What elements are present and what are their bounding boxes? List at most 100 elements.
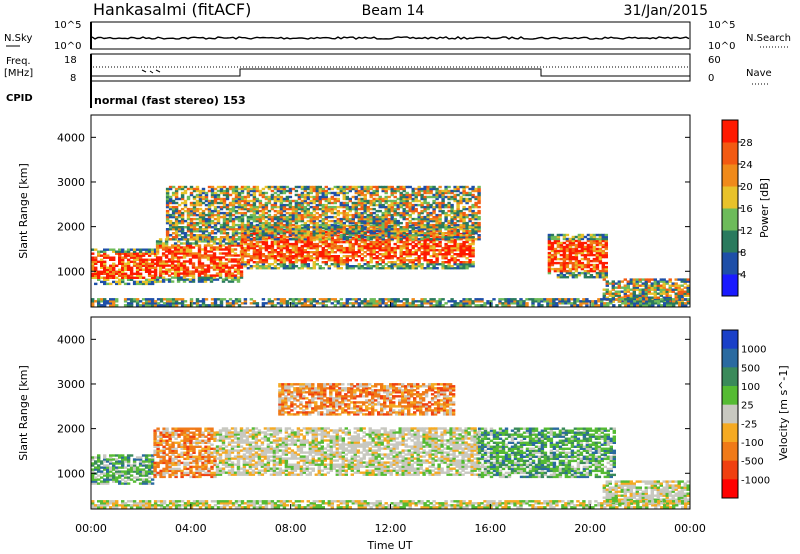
power-cell (453, 193, 457, 197)
power-cell (571, 265, 576, 269)
power-cell (399, 197, 403, 201)
power-cell (273, 304, 278, 307)
power-cell (450, 238, 454, 241)
power-cell (227, 266, 232, 269)
power-cell (342, 211, 346, 215)
power-cell (547, 247, 552, 251)
power-cell (559, 271, 564, 275)
power-cell (279, 304, 284, 307)
power-cell (216, 189, 221, 193)
power-cell (273, 257, 278, 260)
power-cell (372, 191, 376, 195)
power-cell (432, 226, 436, 229)
power-cell (189, 219, 194, 223)
power-cell (405, 223, 409, 227)
power-cell (132, 282, 137, 286)
power-cell (94, 248, 98, 251)
power-cell (294, 199, 299, 203)
power-cell (306, 236, 310, 240)
power-cell (197, 260, 202, 263)
power-cell (426, 242, 430, 246)
power-cell (372, 242, 376, 246)
power-cell (109, 282, 113, 286)
power-cell (562, 237, 567, 241)
power-cell (282, 259, 287, 262)
power-cell (315, 226, 319, 229)
power-cell (309, 242, 313, 246)
power-cell (402, 298, 406, 301)
power-cell (312, 300, 316, 303)
power-cell (255, 253, 260, 256)
power-cell (402, 263, 406, 266)
power-cell (216, 238, 221, 241)
power-cell (623, 294, 627, 297)
power-cell (168, 205, 173, 209)
power-cell (303, 193, 307, 197)
power-cell (300, 232, 305, 235)
power-cell (309, 219, 313, 223)
power-cell (221, 268, 226, 271)
power-cell (426, 236, 430, 239)
power-cell (177, 211, 182, 215)
power-cell (132, 254, 137, 257)
power-cell (170, 264, 175, 267)
power-cell (212, 260, 217, 263)
power-cell (118, 260, 122, 263)
power-cell (282, 215, 287, 219)
power-cell (291, 215, 296, 219)
power-cell (408, 226, 412, 229)
power-cell (369, 230, 373, 233)
power-cell (408, 201, 412, 205)
power-cell (372, 257, 376, 260)
power-cell (333, 219, 337, 223)
power-cell (360, 238, 364, 242)
power-cell (411, 246, 415, 250)
power-cell (279, 226, 284, 229)
power-cell (342, 228, 346, 231)
power-cell (450, 244, 454, 248)
power-cell (297, 259, 302, 262)
power-cell (180, 230, 185, 233)
power-cell (399, 300, 403, 303)
power-cell (333, 226, 337, 229)
power-cell (369, 215, 373, 219)
power-cell (267, 234, 272, 237)
power-cell (103, 268, 107, 271)
power-cell (273, 209, 278, 213)
power-cell (182, 262, 187, 265)
power-cell (632, 280, 636, 283)
power-cell (198, 221, 203, 225)
power-cell (327, 300, 331, 303)
power-cell (112, 298, 116, 301)
power-cell (381, 228, 385, 231)
power-cell (414, 226, 418, 230)
power-cell (121, 252, 125, 255)
power-cell (197, 240, 202, 243)
power-cell (162, 302, 167, 305)
power-cell (354, 232, 358, 235)
power-cell (411, 253, 415, 256)
power-cell (653, 286, 657, 289)
power-cell (264, 265, 269, 268)
power-cell (393, 199, 397, 203)
power-cell (547, 251, 552, 255)
power-cell (198, 215, 203, 219)
power-cell (207, 238, 212, 241)
power-cell (279, 187, 284, 191)
power-cell (462, 211, 466, 215)
power-cell (243, 201, 248, 205)
power-cell (617, 294, 621, 297)
power-cell (309, 255, 313, 258)
power-cell (462, 207, 466, 211)
power-cell (321, 298, 325, 301)
power-cell (547, 235, 552, 239)
power-cell (342, 209, 346, 213)
power-cell (191, 270, 196, 273)
power-cell (426, 213, 430, 217)
power-cell (112, 300, 116, 303)
power-cell (360, 253, 364, 256)
power-cell (345, 263, 349, 266)
power-cell (165, 205, 170, 209)
power-cell (474, 187, 478, 191)
power-cell (147, 264, 152, 267)
